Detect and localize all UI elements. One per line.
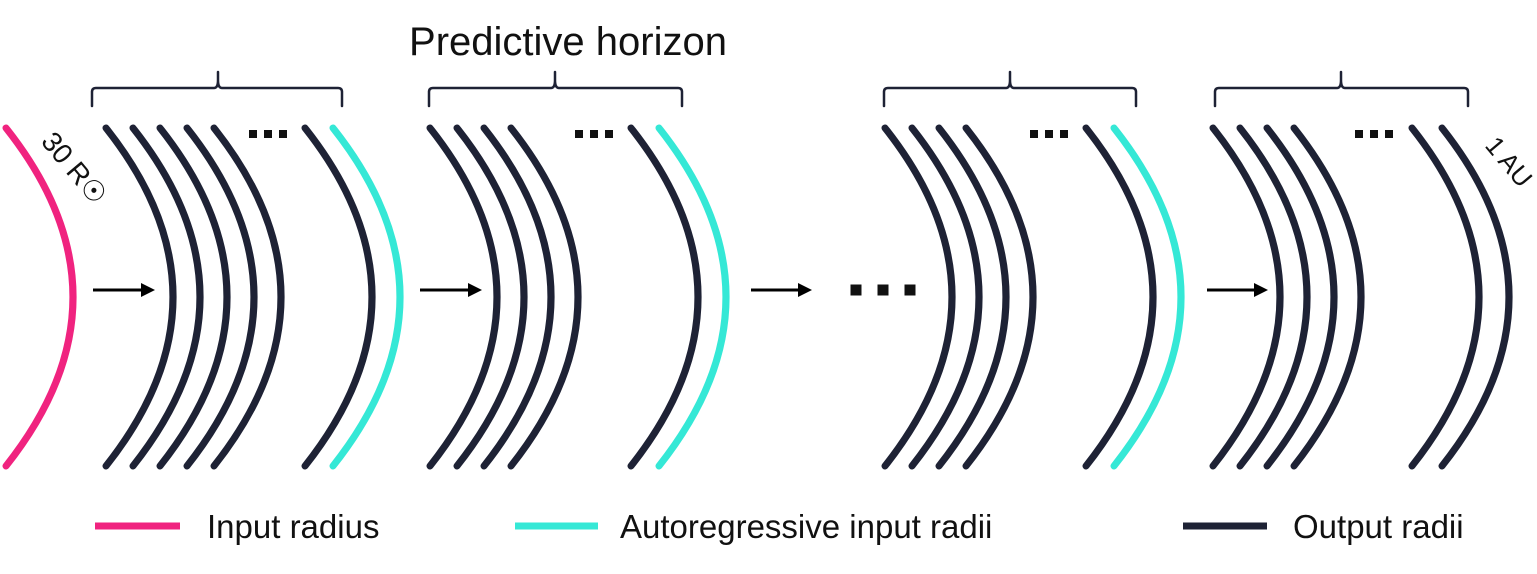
block-ellipsis: [1355, 130, 1393, 138]
output-radius-arc: [106, 128, 173, 466]
arrow-head: [468, 283, 482, 297]
ellipsis-dot: [1030, 130, 1038, 138]
output-radius-arc: [631, 128, 698, 466]
ellipsis-dot: [279, 130, 287, 138]
step-arrows: [93, 283, 1268, 297]
block-ellipsis: [575, 130, 613, 138]
ellipsis-dot: [1060, 130, 1068, 138]
ellipsis-dot: [1370, 130, 1378, 138]
output-radius-arc: [305, 128, 372, 466]
arrow-head: [798, 283, 812, 297]
legend-label-input-radius: Input radius: [207, 508, 379, 545]
step-arrow: [93, 283, 155, 297]
step-arrow: [751, 283, 812, 297]
output-radius-arc: [1213, 128, 1280, 466]
ellipsis-dot: [575, 130, 583, 138]
horizon-bracket: [429, 72, 682, 106]
ellipsis-dot: [590, 130, 598, 138]
ellipsis-dot: [905, 285, 916, 296]
legend: Input radius Autoregressive input radii …: [95, 508, 1464, 545]
ellipsis-dot: [249, 130, 257, 138]
ellipses: [249, 130, 1393, 296]
output-radius-arc: [885, 128, 952, 466]
predictive-horizon-title: Predictive horizon: [409, 20, 727, 64]
ellipsis-dot: [605, 130, 613, 138]
block-ellipsis: [1030, 130, 1068, 138]
ellipsis-dot: [1355, 130, 1363, 138]
output-radius-arc: [430, 128, 497, 466]
skipped-steps-ellipsis: [851, 285, 916, 296]
horizon-bracket: [92, 72, 342, 106]
ellipsis-dot: [1045, 130, 1053, 138]
step-arrow: [1207, 283, 1268, 297]
legend-label-output-radii: Output radii: [1293, 508, 1464, 545]
horizon-brackets: [92, 72, 1468, 106]
horizon-bracket: [1215, 72, 1468, 106]
ellipsis-dot: [878, 285, 889, 296]
ellipsis-dot: [264, 130, 272, 138]
horizon-bracket: [884, 72, 1136, 106]
block-ellipsis: [249, 130, 287, 138]
radii-arcs: [6, 128, 1509, 466]
arrow-head: [141, 283, 155, 297]
ellipsis-dot: [851, 285, 862, 296]
arrow-head: [1254, 283, 1268, 297]
ellipsis-dot: [1385, 130, 1393, 138]
output-radius-arc: [1086, 128, 1153, 466]
legend-label-autoregressive: Autoregressive input radii: [620, 508, 992, 545]
input-radius-arc: [6, 128, 73, 466]
outer-boundary-label: 1 AU: [1479, 131, 1537, 193]
output-radius-arc: [1412, 128, 1479, 466]
step-arrow: [420, 283, 482, 297]
